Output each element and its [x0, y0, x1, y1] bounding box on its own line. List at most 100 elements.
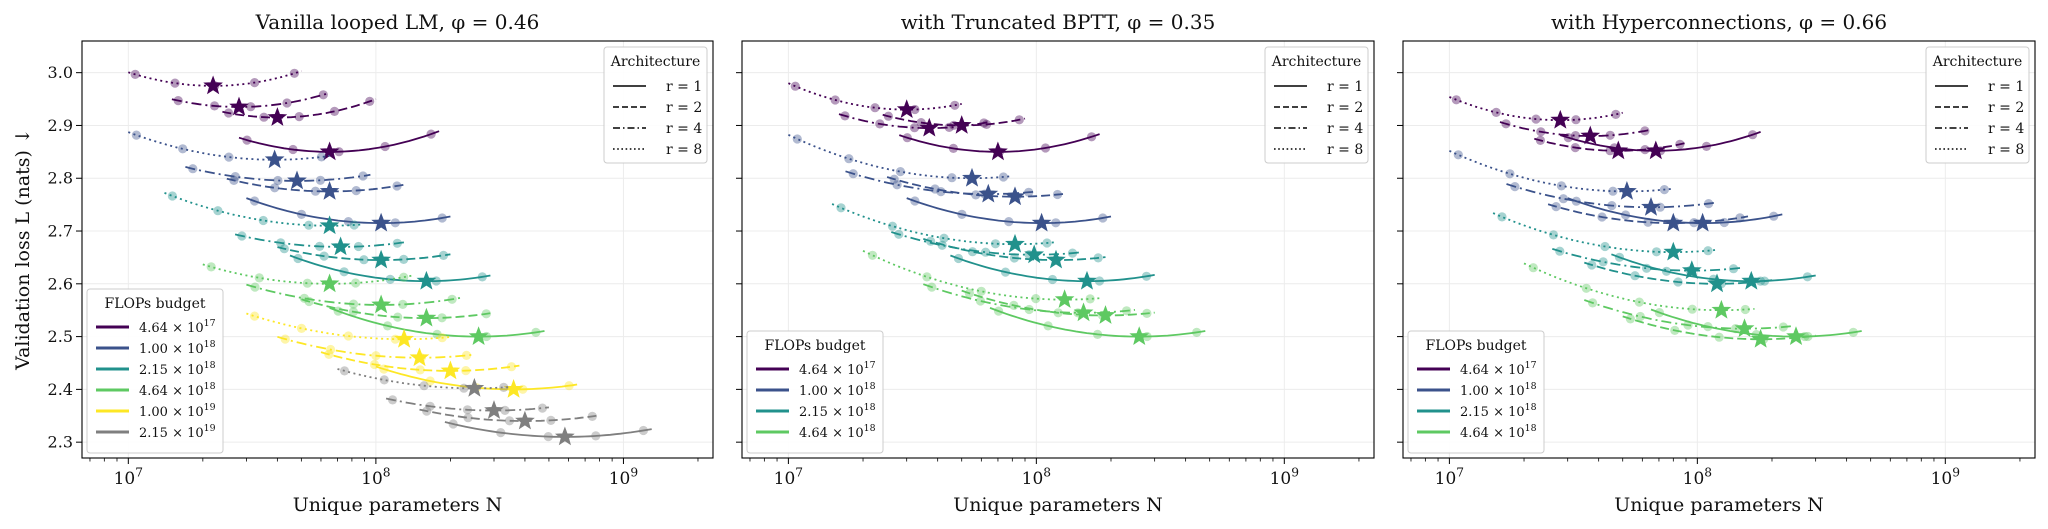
- data-point: [564, 381, 574, 391]
- optimum-star: [229, 96, 249, 116]
- optimum-star: [319, 215, 340, 235]
- data-point: [1581, 283, 1591, 293]
- data-point: [875, 119, 885, 129]
- data-point: [947, 173, 957, 183]
- data-point: [437, 313, 447, 323]
- optimum-star: [264, 149, 285, 169]
- x-tick-label: 108: [361, 465, 390, 489]
- data-point: [1605, 130, 1615, 140]
- x-axis-label: Unique parameters N: [953, 494, 1163, 516]
- legend-label: 1.00 × 1018: [139, 339, 216, 357]
- data-point: [1701, 141, 1712, 151]
- series-b1-r4: [1506, 182, 1718, 216]
- fit-curve: [906, 197, 1112, 224]
- data-point: [188, 164, 198, 174]
- data-point: [348, 307, 358, 317]
- data-point: [371, 351, 381, 361]
- optimum-star: [1580, 125, 1601, 145]
- data-point: [1528, 263, 1538, 273]
- data-point: [939, 233, 949, 243]
- data-point: [1497, 212, 1507, 222]
- optimum-star: [1608, 140, 1629, 160]
- data-point: [1043, 321, 1053, 331]
- data-point: [1670, 325, 1680, 335]
- data-point: [224, 152, 234, 162]
- legend-box: [1264, 46, 1369, 164]
- optimum-star: [267, 107, 288, 126]
- data-point: [1719, 217, 1729, 228]
- data-point: [237, 231, 247, 241]
- optimum-star: [440, 360, 461, 380]
- data-point: [1510, 182, 1520, 192]
- data-point: [282, 98, 292, 108]
- data-point: [1614, 252, 1625, 262]
- data-point: [319, 251, 329, 261]
- series-b3-r4: [923, 282, 1136, 322]
- data-point: [591, 431, 601, 441]
- legend-label: r = 2: [666, 100, 702, 116]
- legend-label: 1.00 × 1019: [139, 402, 216, 420]
- optimum-star: [1550, 109, 1571, 129]
- x-tick-label: 109: [1270, 465, 1299, 489]
- data-point: [1597, 212, 1607, 222]
- data-point: [936, 187, 946, 197]
- series-b5-r2: [419, 406, 600, 430]
- data-point: [937, 240, 947, 250]
- architecture-legend: Architecture r = 1 r = 2 r = 4 r = 8: [1264, 46, 1369, 164]
- data-point: [315, 175, 325, 185]
- legend-label: r = 4: [1327, 121, 1363, 137]
- x-tick-label: 107: [774, 465, 803, 489]
- data-point: [531, 327, 541, 337]
- x-axis-label: Unique parameters N: [1614, 494, 1824, 516]
- data-point: [437, 213, 447, 223]
- data-point: [1047, 274, 1058, 285]
- data-point: [979, 118, 989, 128]
- data-point: [883, 111, 894, 121]
- data-point: [351, 278, 361, 288]
- fit-curve: [419, 408, 600, 422]
- data-point: [173, 96, 183, 106]
- data-point: [1625, 314, 1635, 324]
- data-point: [1654, 308, 1664, 318]
- series-b4-r2: [320, 349, 520, 380]
- series-b1-r4: [185, 164, 371, 190]
- optimum-star: [1707, 273, 1727, 293]
- series-b2-r2: [1584, 260, 1773, 293]
- data-point: [1067, 248, 1078, 258]
- data-point: [546, 415, 556, 425]
- data-point: [1558, 194, 1568, 204]
- fit-curve: [185, 166, 371, 182]
- fit-curve: [234, 233, 405, 248]
- data-point: [1505, 169, 1515, 179]
- data-point: [1640, 126, 1650, 136]
- data-point: [792, 134, 802, 144]
- series-b1-r8: [788, 133, 1013, 187]
- fit-curve: [989, 307, 1206, 338]
- series-b3-r2: [961, 288, 1155, 324]
- series-b1-r2: [886, 174, 1065, 206]
- fit-curve: [923, 283, 1136, 314]
- legend-title: FLOPs budget: [105, 296, 206, 312]
- fit-curve: [1547, 203, 1749, 224]
- data-point: [1491, 107, 1501, 117]
- y-tick-label: 3.0: [48, 63, 73, 82]
- data-point: [1621, 210, 1631, 220]
- optimum-star: [319, 141, 340, 161]
- data-point: [343, 217, 353, 227]
- data-point: [339, 366, 350, 376]
- data-point: [1611, 109, 1621, 119]
- data-point: [836, 203, 846, 213]
- data-point: [383, 321, 393, 331]
- data-point: [506, 362, 517, 372]
- y-tick-label: 2.5: [48, 327, 73, 346]
- data-point: [304, 220, 314, 230]
- fit-curve: [337, 368, 511, 390]
- y-tick-label: 2.6: [48, 274, 73, 293]
- legend-label: 2.15 × 1018: [1460, 402, 1537, 420]
- data-point: [1714, 332, 1724, 342]
- data-point: [844, 154, 854, 164]
- data-point: [1570, 143, 1580, 153]
- fit-curve: [1499, 121, 1652, 137]
- data-point: [1451, 95, 1461, 105]
- optimum-star: [1077, 270, 1097, 290]
